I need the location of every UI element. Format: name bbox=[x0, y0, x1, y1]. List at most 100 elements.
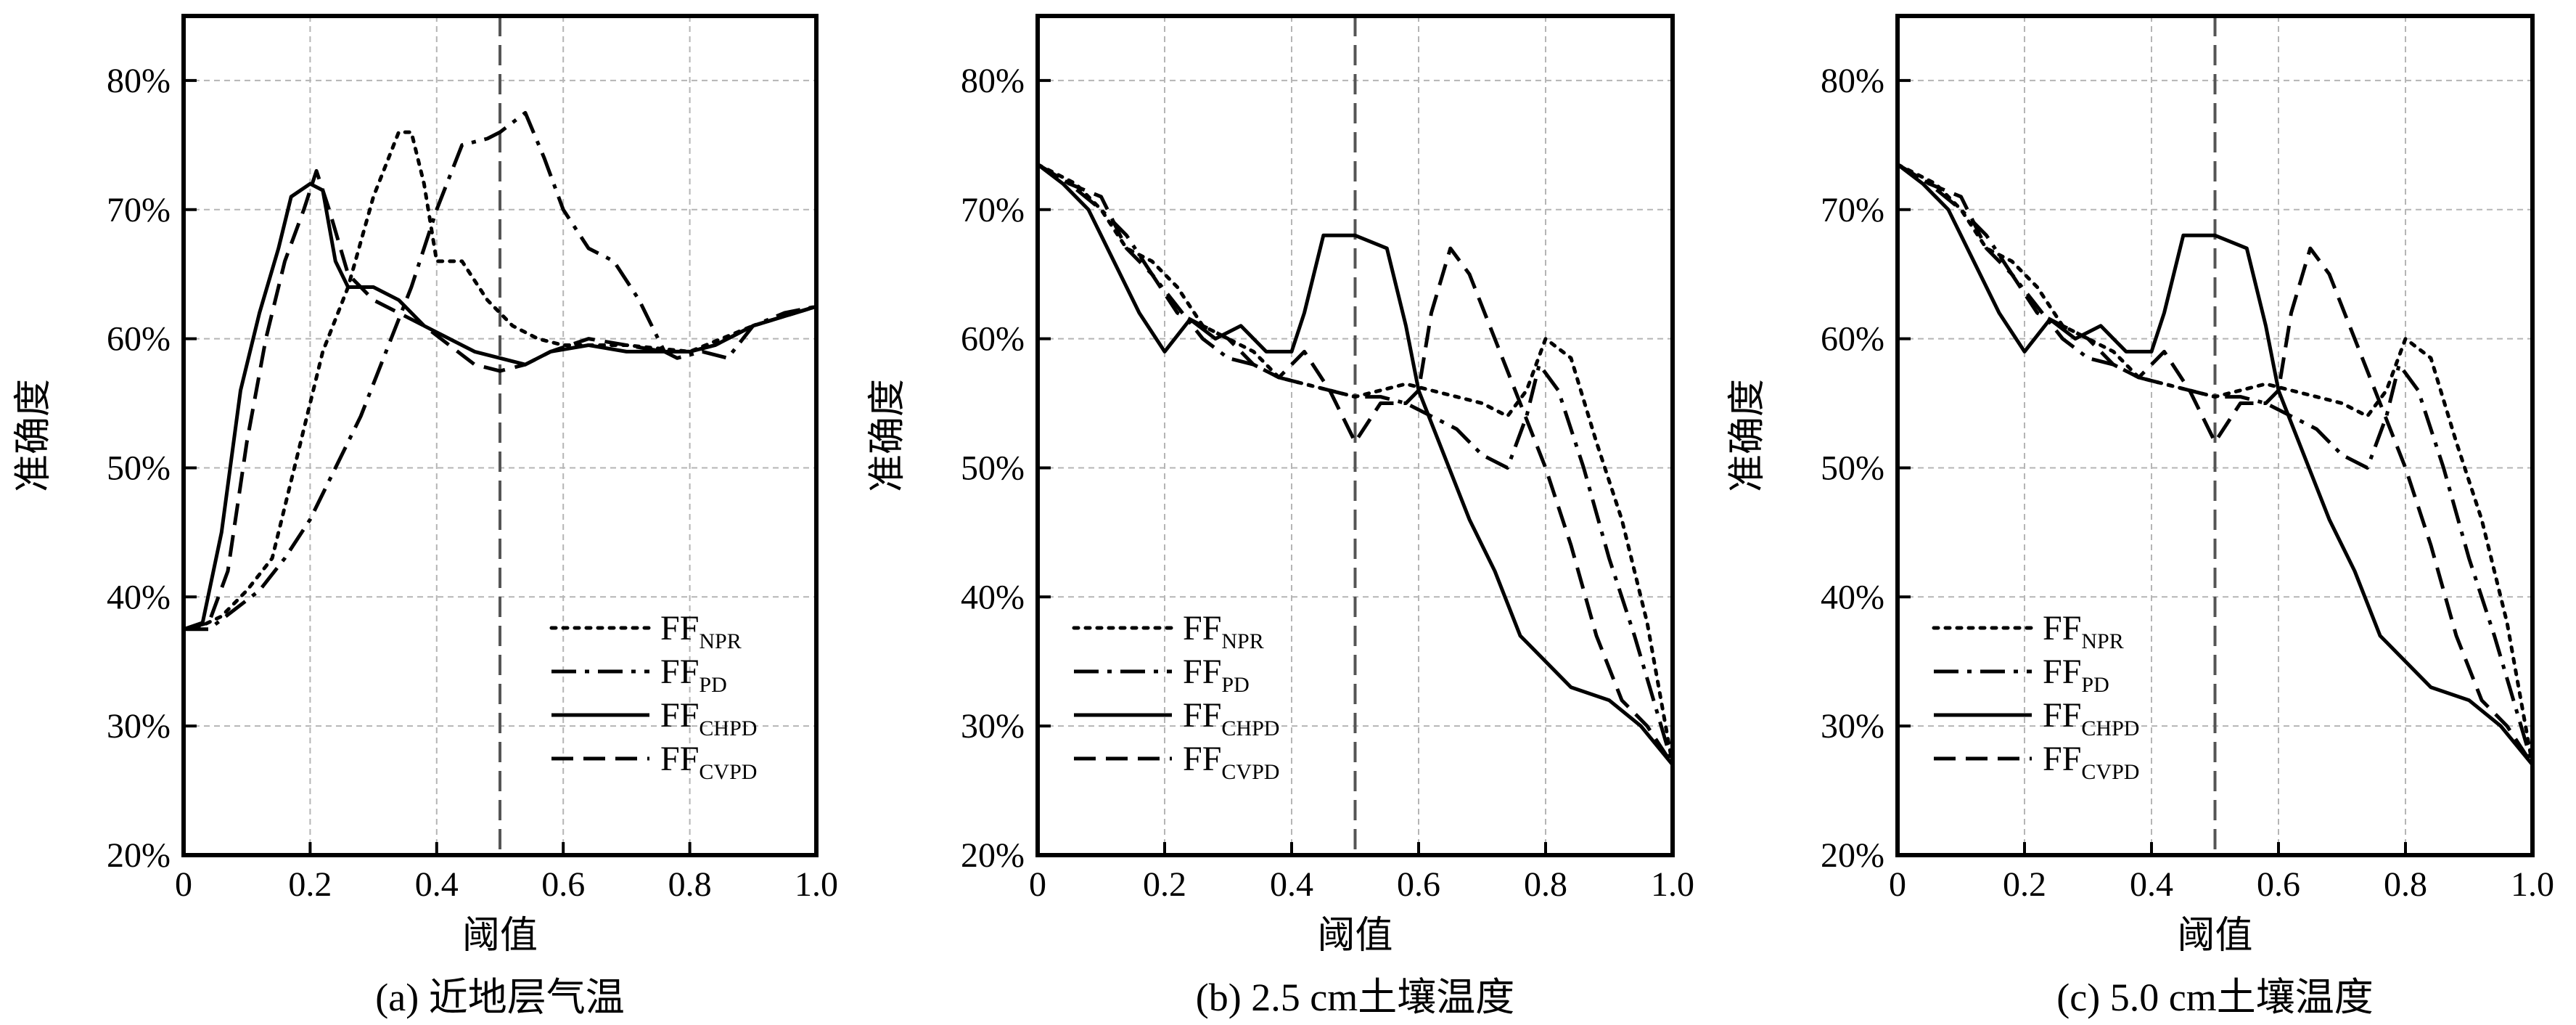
y-tick-label: 30% bbox=[107, 707, 171, 746]
series-line-chpd bbox=[1036, 163, 1674, 767]
plot-frame bbox=[181, 14, 819, 857]
legend-label-main: FF bbox=[2043, 609, 2081, 648]
legend-label-main: FF bbox=[660, 740, 699, 778]
y-tick-label: 60% bbox=[107, 320, 171, 359]
y-tick-label: 70% bbox=[107, 191, 171, 229]
y-axis-title: 准确度 bbox=[1726, 379, 1769, 492]
x-tick-label: 0.8 bbox=[2384, 865, 2427, 904]
x-tick-label: 0.2 bbox=[288, 865, 332, 904]
legend-label-pd: FFPD bbox=[1183, 653, 1250, 697]
legend-label-cvpd: FFCVPD bbox=[2043, 740, 2139, 784]
x-axis-title: 阈值 bbox=[462, 914, 538, 957]
legend-label-main: FF bbox=[660, 696, 699, 735]
series-line-cvpd bbox=[1896, 163, 2535, 766]
legend-label-main: FF bbox=[1183, 609, 1221, 648]
legend-label-main: FF bbox=[660, 609, 699, 648]
y-tick-label: 30% bbox=[961, 707, 1025, 746]
y-tick-label: 60% bbox=[961, 320, 1025, 359]
legend-label-npr: FFNPR bbox=[2043, 609, 2124, 653]
x-tick-label: 0.6 bbox=[1397, 865, 1440, 904]
x-tick-label: 0.8 bbox=[1524, 865, 1567, 904]
legend-label-subscript: NPR bbox=[2081, 629, 2123, 653]
x-tick-label: 1.0 bbox=[2511, 865, 2554, 904]
x-tick-label: 0 bbox=[1889, 865, 1906, 904]
chart-panel-b: 0 0.2 0.4 0.6 0.8 1.0 20% 30% 40% 50% 60% 70% 80% 阈值 准… bbox=[866, 14, 1694, 1019]
legend-label-chpd: FFCHPD bbox=[660, 696, 757, 740]
legend-label-subscript: CVPD bbox=[1221, 760, 1279, 784]
legend-label-npr: FFNPR bbox=[660, 609, 742, 653]
legend-label-main: FF bbox=[2043, 696, 2081, 735]
x-axis-title: 阈值 bbox=[2177, 914, 2252, 957]
legend-label-subscript: CVPD bbox=[2081, 760, 2139, 784]
x-tick-label: 0.8 bbox=[668, 865, 712, 904]
legend-label-chpd: FFCHPD bbox=[2043, 696, 2139, 740]
series-line-cvpd bbox=[1036, 163, 1675, 766]
panel-caption: (a) 近地层气温 bbox=[375, 976, 624, 1019]
y-tick-label: 50% bbox=[1821, 449, 1884, 487]
x-tick-label: 0.6 bbox=[2257, 865, 2300, 904]
plot-frame bbox=[1035, 14, 1675, 857]
y-tick-label: 40% bbox=[107, 578, 171, 616]
x-tick-label: 0 bbox=[175, 865, 192, 904]
x-tick-label: 1.0 bbox=[1651, 865, 1694, 904]
x-tick-label: 0 bbox=[1029, 865, 1046, 904]
legend-label-subscript: PD bbox=[1221, 673, 1249, 697]
series-line-npr bbox=[181, 130, 819, 632]
legend-label-subscript: NPR bbox=[699, 629, 741, 653]
plot-frame bbox=[1895, 14, 2535, 857]
y-tick-label: 50% bbox=[107, 449, 171, 487]
y-tick-label: 50% bbox=[961, 449, 1025, 487]
legend-label-chpd: FFCHPD bbox=[1183, 696, 1279, 740]
x-tick-label: 0.4 bbox=[1270, 865, 1313, 904]
y-tick-label: 70% bbox=[1821, 191, 1884, 229]
y-tick-label: 40% bbox=[1821, 578, 1884, 616]
legend-label-subscript: CHPD bbox=[2081, 716, 2139, 740]
legend-label-main: FF bbox=[2043, 653, 2081, 691]
y-tick-label: 20% bbox=[107, 836, 171, 875]
legend-label-main: FF bbox=[2043, 740, 2081, 778]
series-line-chpd bbox=[183, 181, 817, 632]
chart-panel-a: 0 0.2 0.4 0.6 0.8 1.0 20% 30% 40% 50% 60% 70% 80% 阈值 准… bbox=[12, 14, 838, 1019]
y-tick-label: 80% bbox=[1821, 62, 1884, 100]
series-line-npr bbox=[1895, 163, 2535, 767]
legend-label-main: FF bbox=[1183, 696, 1221, 735]
legend-label-subscript: CHPD bbox=[699, 716, 757, 740]
y-tick-label: 80% bbox=[961, 62, 1025, 100]
legend-label-subscript: CHPD bbox=[1221, 716, 1279, 740]
legend-label-main: FF bbox=[1183, 653, 1221, 691]
panel-caption: (c) 5.0 cm土壤温度 bbox=[2056, 976, 2373, 1019]
y-tick-label: 80% bbox=[107, 62, 171, 100]
legend-label-main: FF bbox=[1183, 740, 1221, 778]
series-line-pd bbox=[184, 110, 817, 632]
x-axis-title: 阈值 bbox=[1317, 914, 1392, 957]
x-tick-label: 0.2 bbox=[2003, 865, 2046, 904]
y-axis-title: 准确度 bbox=[866, 379, 909, 492]
legend-label-pd: FFPD bbox=[660, 653, 727, 697]
x-tick-label: 0.6 bbox=[541, 865, 585, 904]
y-tick-label: 70% bbox=[961, 191, 1025, 229]
panel-caption: (b) 2.5 cm土壤温度 bbox=[1196, 976, 1514, 1019]
x-tick-label: 0.4 bbox=[415, 865, 459, 904]
x-tick-label: 0.4 bbox=[2130, 865, 2173, 904]
y-tick-label: 40% bbox=[961, 578, 1025, 616]
legend-label-cvpd: FFCVPD bbox=[660, 740, 757, 784]
legend-label-cvpd: FFCVPD bbox=[1183, 740, 1279, 784]
legend-label-main: FF bbox=[660, 653, 699, 691]
legend-label-subscript: PD bbox=[2081, 673, 2109, 697]
x-tick-label: 1.0 bbox=[795, 865, 838, 904]
legend-label-subscript: NPR bbox=[1221, 629, 1263, 653]
legend-label-subscript: PD bbox=[699, 673, 726, 697]
series-line-npr bbox=[1035, 163, 1675, 767]
legend-label-subscript: CVPD bbox=[699, 760, 757, 784]
y-tick-label: 20% bbox=[961, 836, 1025, 875]
chart-panel-c: 0 0.2 0.4 0.6 0.8 1.0 20% 30% 40% 50% 60% 70% 80% 阈值 准… bbox=[1726, 14, 2554, 1019]
legend-label-npr: FFNPR bbox=[1183, 609, 1264, 653]
y-tick-label: 60% bbox=[1821, 320, 1884, 359]
y-tick-label: 30% bbox=[1821, 707, 1884, 746]
y-axis-title: 准确度 bbox=[12, 379, 55, 492]
y-tick-label: 20% bbox=[1821, 836, 1884, 875]
series-line-chpd bbox=[1896, 163, 2534, 767]
x-tick-label: 0.2 bbox=[1143, 865, 1186, 904]
legend-label-pd: FFPD bbox=[2043, 653, 2109, 697]
